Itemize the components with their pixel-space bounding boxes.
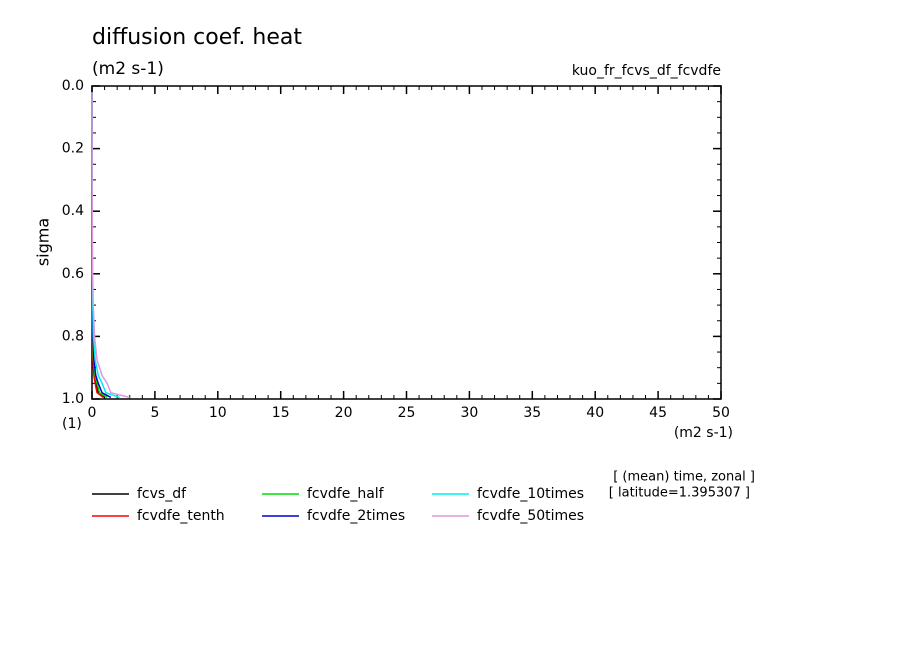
y-tick-label: 1.0 [62,391,84,407]
x-tick-label: 0 [88,405,97,421]
x-tick-label: 20 [335,405,353,421]
y-axis-unit: (1) [62,416,82,432]
annotation: [ latitude=1.395307 ] [609,486,750,501]
legend-label: fcvdfe_2times [307,508,405,524]
x-tick-label: 35 [523,405,541,421]
y-tick-label: 0.8 [62,328,84,344]
plot-frame [91,85,722,400]
x-tick-label: 40 [586,405,604,421]
x-tick-label: 25 [398,405,416,421]
y-tick-label: 0.4 [62,203,84,219]
x-tick-label: 45 [649,405,667,421]
series-line [91,92,130,399]
chart-title: diffusion coef. heat [92,25,302,50]
annotation: [ (mean) time, zonal ] [613,470,755,485]
y-axis-label: sigma [34,218,53,266]
y-tick-label: 0.0 [62,78,84,94]
legend-label: fcvs_df [137,486,187,502]
x-tick-label: 5 [150,405,159,421]
legend-label: fcvdfe_50times [477,508,584,524]
x-tick-label: 30 [460,405,478,421]
x-tick-label: 15 [272,405,290,421]
legend-label: fcvdfe_10times [477,486,584,502]
y-tick-label: 0.2 [62,141,84,157]
x-tick-label: 50 [712,405,730,421]
legend-label: fcvdfe_tenth [137,508,225,524]
y-tick-label: 0.6 [62,266,84,282]
legend-label: fcvdfe_half [307,486,385,502]
x-tick-label: 10 [209,405,227,421]
chart-subtitle: (m2 s-1) [92,59,164,79]
annotation: kuo_fr_fcvs_df_fcvdfe [572,63,721,79]
x-axis-unit: (m2 s-1) [674,425,733,441]
